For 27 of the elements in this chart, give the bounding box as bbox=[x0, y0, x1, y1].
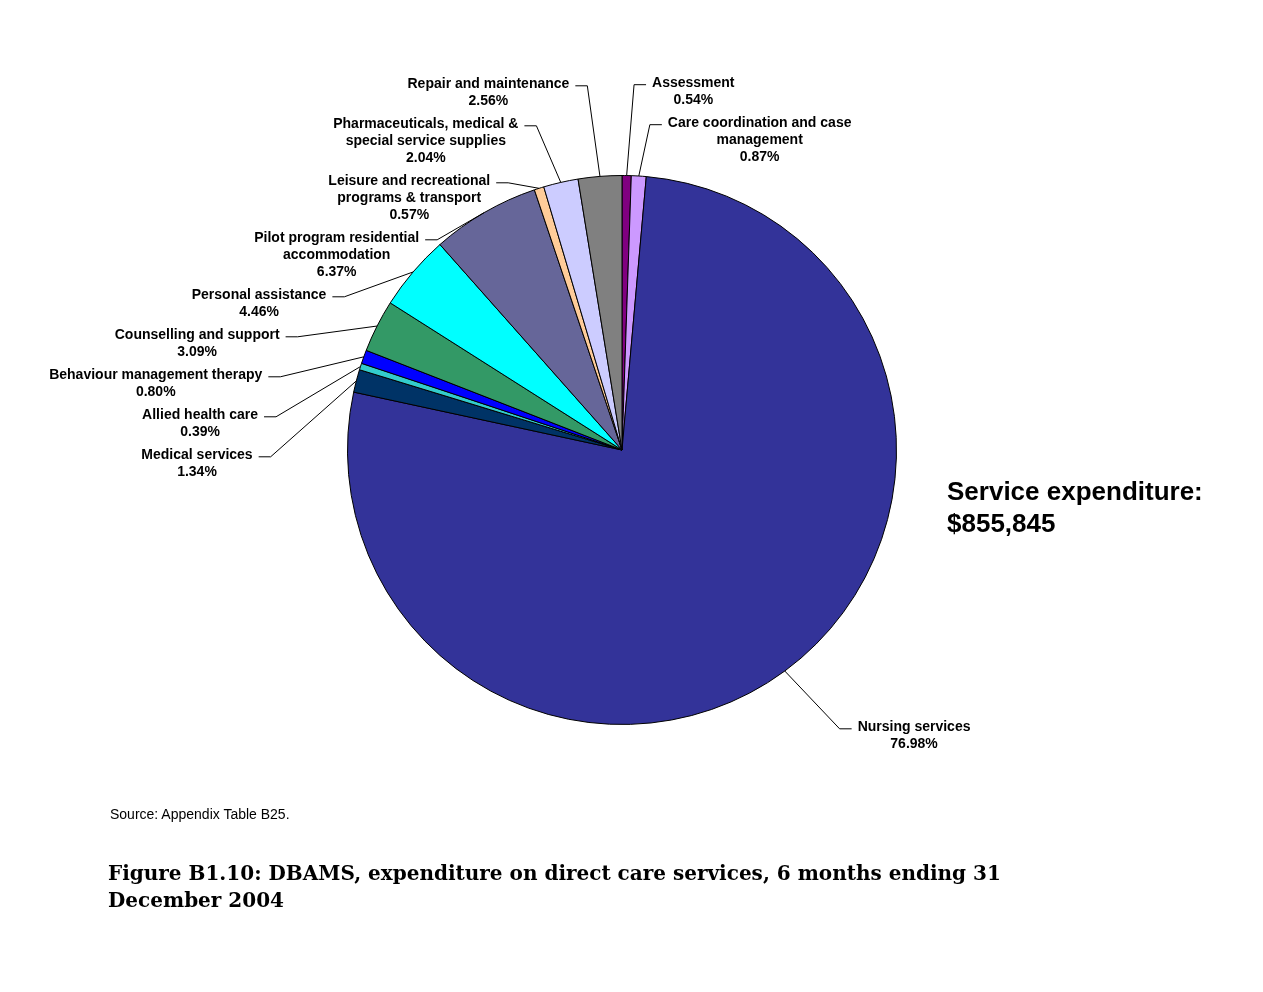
slice-label: Counselling and support bbox=[114, 326, 280, 343]
slice-label: Pilot program residential accommodation bbox=[254, 229, 420, 263]
data-label: 0.39% bbox=[180, 423, 221, 440]
text: Service expenditure: $855,845 bbox=[947, 476, 1203, 539]
text: Figure B1.10: DBAMS, expenditure on direct care services, 6 months ending 31 December 2004 bbox=[108, 860, 1002, 914]
slice-label: Repair and maintenance bbox=[407, 75, 570, 92]
slice-label: Allied health care bbox=[142, 406, 259, 423]
data-label: 0.80% bbox=[135, 383, 177, 400]
slice-label: Leisure and recreational programs & transport bbox=[328, 172, 491, 206]
data-label: 6.37% bbox=[316, 263, 358, 280]
data-label: 4.46% bbox=[239, 303, 280, 320]
data-label: 2.56% bbox=[468, 92, 509, 109]
data-label: 76.98% bbox=[890, 735, 939, 752]
slice-label: Personal assistance bbox=[191, 286, 327, 303]
slice-label: Nursing services bbox=[857, 718, 971, 735]
slice-label: Pharmaceuticals, medical & special service supplies bbox=[333, 115, 519, 149]
data-label: 2.04% bbox=[405, 149, 447, 166]
data-label: 3.09% bbox=[177, 343, 218, 360]
data-label: 0.57% bbox=[389, 206, 430, 223]
slice-label: Care coordination and case management bbox=[667, 114, 852, 148]
data-label: 0.87% bbox=[739, 148, 781, 165]
data-label: 0.54% bbox=[673, 91, 714, 108]
slice-label: Assessment bbox=[652, 74, 735, 91]
source-note: Source: Appendix Table B25. bbox=[110, 806, 290, 822]
data-label: 1.34% bbox=[177, 463, 218, 480]
slice-label: Behaviour management therapy bbox=[49, 366, 263, 383]
slice-label: Medical services bbox=[141, 446, 253, 463]
